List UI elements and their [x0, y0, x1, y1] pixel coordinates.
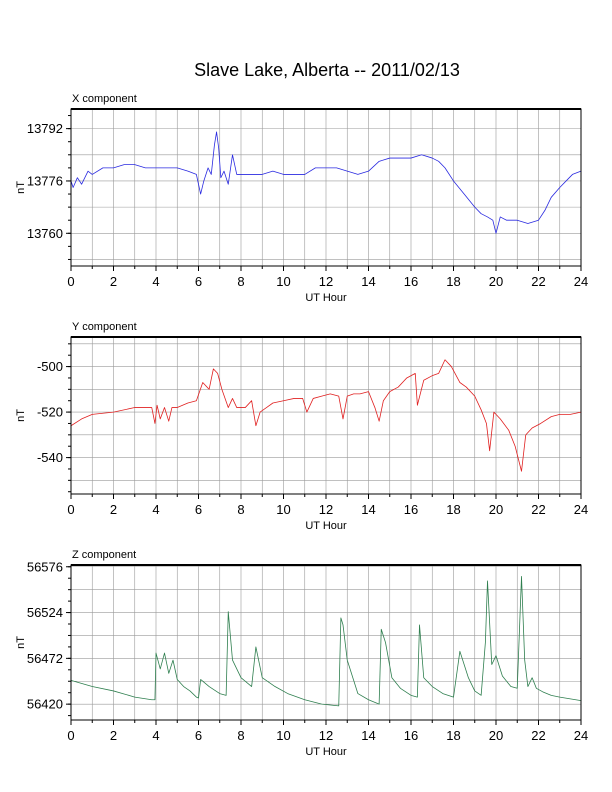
chart-3-series-line [70, 576, 582, 707]
figure-title: Slave Lake, Alberta -- 2011/02/13 [194, 60, 460, 80]
chart-2-x-tick-label: 22 [531, 502, 545, 517]
chart-2-x-tick-label: 16 [404, 502, 418, 517]
chart-3-y-axis-label: nT [15, 636, 27, 649]
chart-1-y-axis-label: nT [15, 181, 27, 194]
chart-3-x-tick-label: 22 [531, 728, 545, 743]
chart-1-x-tick-label: 20 [489, 274, 503, 289]
chart-1-y-tick-label: 13760 [27, 226, 63, 241]
chart-2-x-tick-label: 8 [237, 502, 244, 517]
chart-3-panel-title: Z component [72, 549, 136, 561]
chart-3-x-tick-label: 10 [276, 728, 290, 743]
chart-2-x-tick-label: 6 [195, 502, 202, 517]
chart-3-x-tick-label: 20 [489, 728, 503, 743]
chart-2-y-tick-label: -540 [37, 450, 63, 465]
chart-2-x-tick-label: 0 [67, 502, 74, 517]
chart-3-y-tick-label: 56524 [27, 605, 63, 620]
chart-1-y-tick-label: 13792 [27, 121, 63, 136]
chart-2-x-axis-label: UT Hour [305, 520, 347, 532]
chart-3-x-tick-label: 0 [67, 728, 74, 743]
chart-2-x-tick-label: 18 [446, 502, 460, 517]
chart-1-x-tick-label: 10 [276, 274, 290, 289]
chart-1-x-axis-label: UT Hour [305, 292, 347, 304]
chart-2-y-tick-label: -500 [37, 359, 63, 374]
chart-3-x-axis-label: UT Hour [305, 746, 347, 758]
chart-2-x-tick-label: 24 [574, 502, 588, 517]
chart-3-y-tick-label: 56420 [27, 697, 63, 712]
chart-1-y-tick-label: 13776 [27, 173, 63, 188]
chart-1-x-tick-label: 0 [67, 274, 74, 289]
chart-1-x-tick-label: 22 [531, 274, 545, 289]
chart-2-x-tick-label: 4 [152, 502, 159, 517]
chart-1-x-tick-label: 14 [361, 274, 375, 289]
chart-2-x-tick-label: 14 [361, 502, 375, 517]
chart-3-x-tick-label: 24 [574, 728, 588, 743]
chart-2-x-tick-label: 2 [110, 502, 117, 517]
chart-3-y-tick-label: 56472 [27, 651, 63, 666]
chart-1-x-tick-label: 2 [110, 274, 117, 289]
chart-2-x-tick-label: 12 [319, 502, 333, 517]
chart-3-x-tick-label: 6 [195, 728, 202, 743]
chart-panel-3: 0 2 4 6 8 10 12 14 16 18 20 22 245642056472565245657… [15, 549, 588, 758]
chart-3-y-tick-label: 56576 [27, 559, 63, 574]
chart-3-x-tick-label: 8 [237, 728, 244, 743]
chart-2-x-tick-label: 20 [489, 502, 503, 517]
chart-1-x-tick-label: 12 [319, 274, 333, 289]
chart-3-x-tick-label: 14 [361, 728, 375, 743]
chart-1-x-tick-label: 16 [404, 274, 418, 289]
chart-1-panel-title: X component [72, 93, 137, 105]
chart-2-panel-title: Y component [72, 321, 137, 333]
chart-3-x-tick-label: 16 [404, 728, 418, 743]
chart-1-x-tick-label: 4 [152, 274, 159, 289]
chart-3-x-tick-label: 18 [446, 728, 460, 743]
chart-3-x-tick-label: 2 [110, 728, 117, 743]
chart-3-x-tick-label: 4 [152, 728, 159, 743]
chart-1-series-line [70, 131, 582, 234]
chart-2-y-tick-label: -520 [37, 405, 63, 420]
chart-2-series-line [70, 359, 582, 472]
chart-1-x-tick-label: 24 [574, 274, 588, 289]
chart-3-x-tick-label: 12 [319, 728, 333, 743]
chart-1-x-tick-label: 8 [237, 274, 244, 289]
chart-1-x-tick-label: 18 [446, 274, 460, 289]
chart-2-y-axis-label: nT [15, 409, 27, 422]
chart-2-x-tick-label: 10 [276, 502, 290, 517]
chart-1-x-tick-label: 6 [195, 274, 202, 289]
